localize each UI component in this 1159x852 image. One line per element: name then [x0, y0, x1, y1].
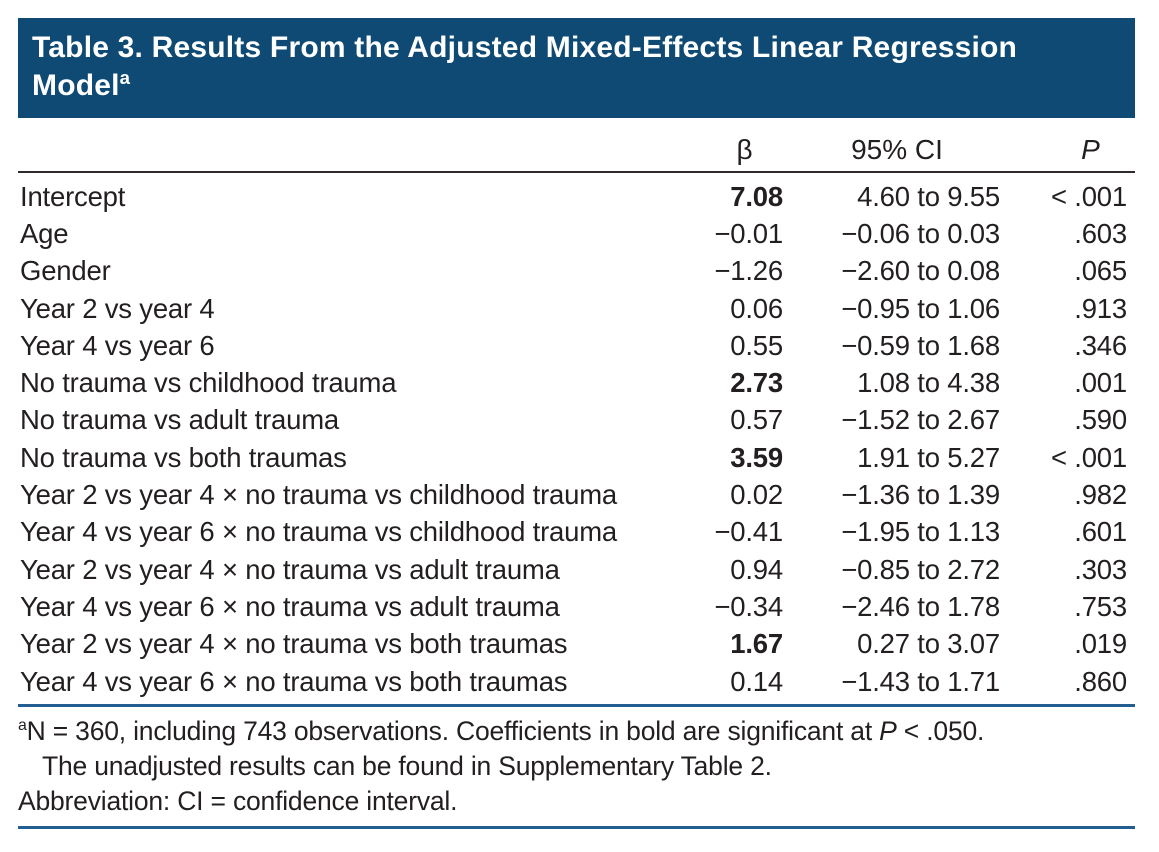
cell-ci: −0.06 to 0.03	[841, 217, 1000, 249]
footnote-a-italic-p: P	[879, 716, 897, 747]
cell-p: .065	[1074, 255, 1127, 287]
cell-ci: −1.95 to 1.13	[841, 516, 1000, 548]
cell-label: Gender	[20, 255, 111, 287]
column-header-beta: β	[736, 134, 753, 165]
cell-beta: 0.02	[730, 479, 783, 511]
cell-beta: −1.26	[714, 255, 783, 287]
cell-p: .601	[1074, 516, 1127, 548]
column-header-ci: 95% CI	[851, 134, 943, 165]
cell-ci: −2.60 to 0.08	[841, 255, 1000, 287]
cell-p: .603	[1074, 217, 1127, 249]
cell-ci: −0.95 to 1.06	[841, 292, 1000, 324]
table-row: No trauma vs adult trauma 0.57 −1.52 to 2.…	[18, 402, 1135, 439]
cell-label: Year 2 vs year 4 × no trauma vs both tra…	[20, 628, 568, 660]
cell-ci: −0.85 to 2.72	[841, 553, 1000, 585]
table-row: No trauma vs both traumas 3.59 1.91 to 5.2…	[18, 439, 1135, 476]
table-row: Year 4 vs year 6 × no trauma vs both tra…	[18, 663, 1135, 700]
cell-beta: −0.01	[714, 217, 783, 249]
cell-beta: 0.06	[730, 292, 783, 324]
table-bottom-rule	[18, 704, 1135, 708]
cell-ci: −0.59 to 1.68	[841, 329, 1000, 361]
footnote-a-line2: The unadjusted results can be found in S…	[42, 751, 772, 782]
cell-label: Intercept	[20, 180, 126, 212]
cell-label: Year 2 vs year 4 × no trauma vs adult tr…	[20, 553, 560, 585]
table-row: Year 2 vs year 4 0.06 −0.95 to 1.06 .913	[18, 290, 1135, 327]
cell-label: Year 4 vs year 6 × no trauma vs childhoo…	[20, 516, 618, 548]
cell-p: .753	[1074, 590, 1127, 622]
cell-p: .019	[1074, 628, 1127, 660]
cell-p: .860	[1074, 665, 1127, 697]
cell-ci: 1.08 to 4.38	[857, 367, 1000, 399]
cell-beta: 0.14	[730, 665, 783, 697]
footnote-a-text-end: < .050.	[896, 716, 985, 747]
footnote-a: aN = 360, including 743 observations. Co…	[18, 714, 1135, 749]
table-row: No trauma vs childhood trauma 2.73 1.08 to…	[18, 364, 1135, 401]
table-row: Year 4 vs year 6 × no trauma vs adult tr…	[18, 588, 1135, 625]
cell-ci: 1.91 to 5.27	[857, 441, 1000, 473]
cell-beta: 0.57	[730, 404, 783, 436]
cell-ci: −1.36 to 1.39	[841, 479, 1000, 511]
cell-beta: 0.55	[730, 329, 783, 361]
cell-label: Year 4 vs year 6	[20, 329, 215, 361]
cell-label: Year 4 vs year 6 × no trauma vs both tra…	[20, 665, 568, 697]
cell-beta: −0.34	[714, 590, 783, 622]
table-row: Gender −1.26 −2.60 to 0.08 .065	[18, 253, 1135, 290]
table-header-row: β 95% CI P	[18, 118, 1135, 173]
cell-ci: −1.43 to 1.71	[841, 665, 1000, 697]
cell-ci: 0.27 to 3.07	[857, 628, 1000, 660]
table-row: Year 4 vs year 6 × no trauma vs childhoo…	[18, 514, 1135, 551]
cell-label: Year 2 vs year 4 × no trauma vs childhoo…	[20, 479, 618, 511]
cell-beta: 1.67	[730, 628, 783, 660]
cell-ci: −2.46 to 1.78	[841, 590, 1000, 622]
table-row: Year 2 vs year 4 × no trauma vs childhoo…	[18, 476, 1135, 513]
table-title-bar: Table 3. Results From the Adjusted Mixed…	[18, 18, 1135, 118]
cell-beta: 3.59	[730, 441, 783, 473]
table-row: Age −0.01 −0.06 to 0.03 .603	[18, 215, 1135, 252]
cell-ci: 4.60 to 9.55	[857, 180, 1000, 212]
table-figure: Table 3. Results From the Adjusted Mixed…	[18, 18, 1135, 830]
cell-label: Year 4 vs year 6 × no trauma vs adult tr…	[20, 590, 560, 622]
cell-p: .346	[1074, 329, 1127, 361]
table-title-footnote-marker: a	[119, 67, 131, 88]
footnote-a-marker: a	[18, 717, 27, 735]
cell-label: Year 2 vs year 4	[20, 292, 215, 324]
cell-beta: −0.41	[714, 516, 783, 548]
cell-label: No trauma vs both traumas	[20, 441, 347, 473]
column-header-p: P	[1081, 134, 1100, 165]
cell-label: Age	[20, 217, 69, 249]
footnotes: aN = 360, including 743 observations. Co…	[18, 707, 1135, 819]
cell-p: .982	[1074, 479, 1127, 511]
table-body: Intercept 7.08 4.60 to 9.55 < .001 Age −0.01 −…	[18, 173, 1135, 700]
footnote-abbreviation: Abbreviation: CI = confidence interval.	[18, 786, 458, 817]
table-row: Intercept 7.08 4.60 to 9.55 < .001	[18, 178, 1135, 215]
table-title: Table 3. Results From the Adjusted Mixed…	[32, 31, 1018, 102]
figure-bottom-rule	[18, 826, 1135, 830]
cell-beta: 0.94	[730, 553, 783, 585]
cell-p: < .001	[1050, 441, 1127, 473]
cell-p: .001	[1074, 367, 1127, 399]
cell-p: .303	[1074, 553, 1127, 585]
cell-label: No trauma vs adult trauma	[20, 404, 340, 436]
cell-p: .913	[1074, 292, 1127, 324]
table-row: Year 2 vs year 4 × no trauma vs adult tr…	[18, 551, 1135, 588]
cell-beta: 2.73	[730, 367, 783, 399]
footnote-a-text: N = 360, including 743 observations. Coe…	[26, 716, 880, 747]
cell-p: .590	[1074, 404, 1127, 436]
cell-label: No trauma vs childhood trauma	[20, 367, 397, 399]
table-row: Year 2 vs year 4 × no trauma vs both tra…	[18, 626, 1135, 663]
table-row: Year 4 vs year 6 0.55 −0.59 to 1.68 .346	[18, 327, 1135, 364]
cell-ci: −1.52 to 2.67	[841, 404, 1000, 436]
cell-p: < .001	[1050, 180, 1127, 212]
cell-beta: 7.08	[730, 180, 783, 212]
